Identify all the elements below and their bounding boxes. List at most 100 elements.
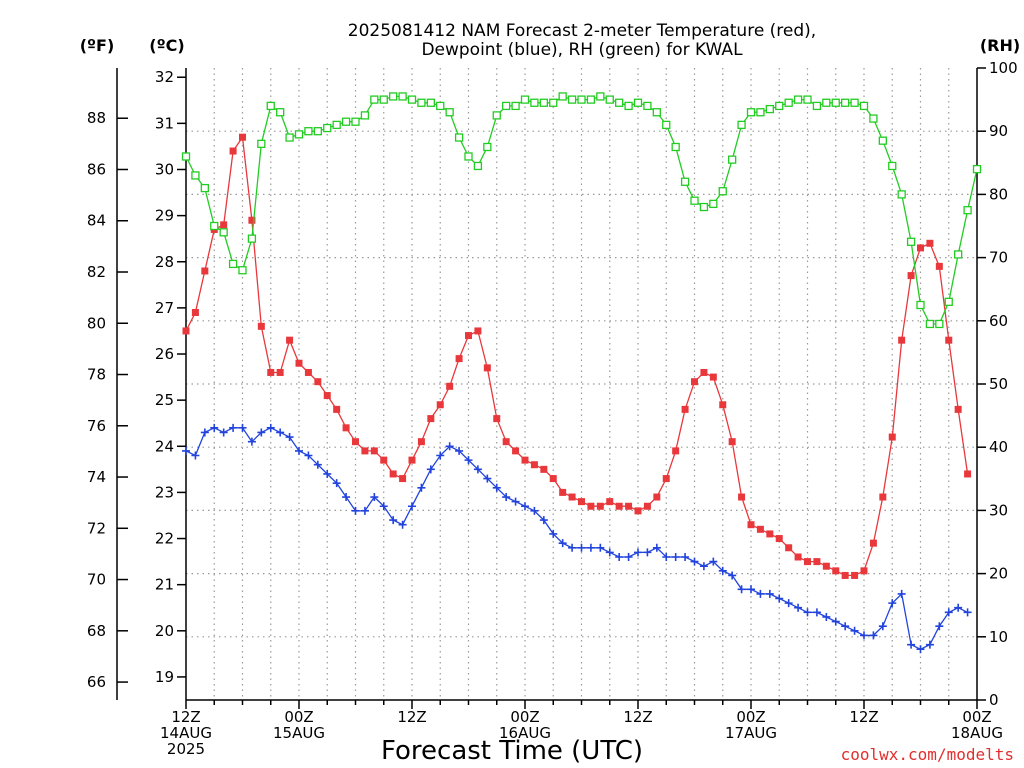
temperature-point (662, 475, 670, 483)
rh-point (483, 142, 492, 152)
rh-point (652, 108, 661, 117)
temperature-point (380, 456, 388, 464)
fahrenheit-tick-label: 74 (87, 468, 106, 486)
rh-tick-label: 100 (989, 59, 1018, 77)
temperature-point (700, 368, 708, 376)
dewpoint-point (511, 497, 520, 506)
rh-point (577, 95, 586, 104)
dewpoint-point (841, 622, 850, 631)
rh-point (944, 297, 953, 306)
fahrenheit-tick-label: 78 (87, 366, 106, 384)
rh-point (737, 120, 746, 130)
temperature-point (474, 327, 482, 335)
temperature-point (832, 567, 840, 575)
rh-point (210, 221, 219, 231)
rh-point (812, 101, 822, 111)
rh-point (341, 117, 351, 126)
temperature-point (493, 415, 501, 423)
dewpoint-point (935, 622, 944, 631)
celsius-tick-label: 25 (155, 391, 174, 409)
fahrenheit-tick-label: 68 (87, 622, 106, 640)
rh-point (605, 95, 614, 104)
fahrenheit-tick-label: 80 (87, 314, 106, 332)
dewpoint-point (200, 428, 209, 437)
dewpoint-point (662, 552, 671, 561)
rh-point (360, 111, 370, 120)
rh-point (765, 104, 774, 114)
temperature-point (756, 525, 764, 533)
dewpoint-point (699, 562, 708, 571)
dewpoint-point (568, 543, 577, 552)
x-tick-label: 00Z (510, 708, 539, 726)
temperature-point (869, 539, 877, 547)
dewpoint-point (860, 631, 868, 640)
temperature-point (672, 447, 680, 455)
dewpoint-point (944, 608, 953, 617)
temperature-point (446, 382, 454, 390)
rh-point (954, 250, 963, 259)
celsius-tick-label: 20 (155, 622, 174, 640)
temperature-point (945, 336, 953, 344)
rh-point (624, 101, 633, 111)
temperature-point (851, 571, 859, 579)
temperature-point (888, 433, 896, 441)
rh-point (398, 92, 407, 101)
rh-point (351, 117, 360, 126)
dewpoint-point (709, 557, 718, 566)
celsius-tick-label: 19 (155, 668, 174, 686)
rh-point (718, 187, 727, 196)
temperature-point (465, 332, 472, 340)
temperature-point (625, 502, 633, 510)
celsius-tick-label: 30 (155, 160, 174, 178)
temperature-point (540, 465, 548, 473)
dewpoint-point (831, 617, 840, 626)
series-temperature (182, 133, 972, 579)
temperature-point (775, 535, 783, 543)
dewpoint-point (878, 622, 887, 631)
rh-point (963, 206, 972, 215)
temperature-point (502, 438, 510, 446)
rh-point (191, 171, 200, 180)
rh-point (906, 237, 916, 246)
dewpoint-point (681, 552, 690, 561)
rh-tick-label: 50 (989, 375, 1008, 393)
series-layer (181, 92, 982, 654)
dewpoint-point (502, 493, 511, 502)
celsius-tick-label: 23 (155, 483, 174, 501)
rh-point (972, 164, 982, 174)
temperature-point (596, 502, 604, 510)
dewpoint-point (464, 456, 473, 465)
axes: 19 20 21 22 23 24 25 26 27 28 29 30 31 32 66 68 70 72 74 76… (87, 59, 1018, 758)
temperature-point (220, 221, 228, 229)
x-tick-label: 18AUG (951, 724, 1003, 742)
x-tick-label: 12Z (397, 708, 426, 726)
temperature-point (229, 147, 237, 155)
x-tick-label: 12Z (849, 708, 878, 726)
dewpoint-point (342, 493, 351, 502)
rh-point (633, 98, 643, 107)
celsius-tick-label: 28 (155, 253, 174, 271)
x-axis-label: Forecast Time (UTC) (381, 736, 643, 766)
celsius-tick-label: 26 (155, 345, 174, 363)
dewpoint-point (530, 506, 539, 515)
fahrenheit-tick-label: 72 (87, 519, 106, 537)
dewpoint-point (219, 428, 228, 437)
temperature-point (333, 405, 341, 413)
dewpoint-point (775, 594, 784, 603)
x-tick-label: 00Z (284, 708, 313, 726)
x-tick-label: 00Z (736, 708, 765, 726)
dewpoint-point (436, 451, 445, 460)
temperature-point (634, 507, 642, 515)
temperature-point (719, 401, 727, 409)
rh-point (793, 95, 803, 104)
rh-point (238, 266, 247, 275)
rh-point (502, 101, 511, 111)
temperature-point (191, 308, 199, 316)
dewpoint-point (473, 465, 482, 474)
temperature-point (530, 461, 538, 469)
temperature-point (304, 368, 312, 376)
rh-point (831, 98, 840, 107)
rh-point (859, 101, 869, 111)
rh-point (841, 98, 850, 107)
